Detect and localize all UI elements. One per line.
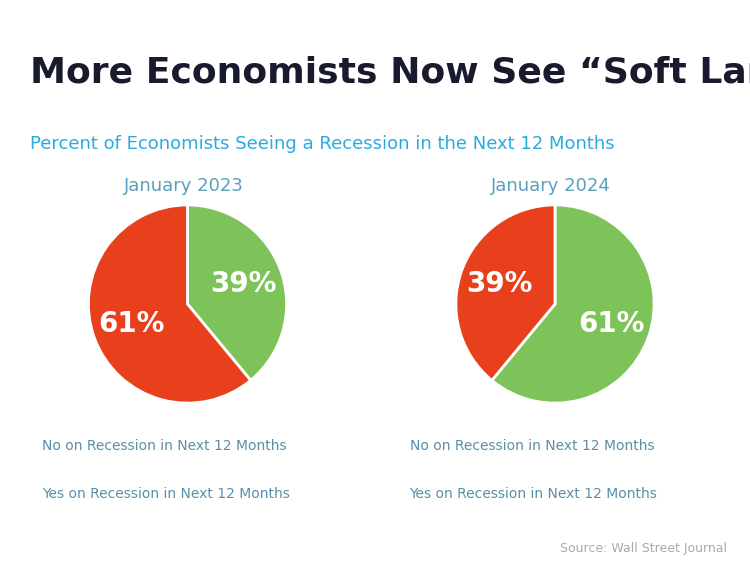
Text: 61%: 61%	[98, 310, 165, 338]
Wedge shape	[88, 205, 251, 403]
Wedge shape	[492, 205, 654, 403]
Text: January 2024: January 2024	[491, 177, 611, 195]
Wedge shape	[188, 205, 286, 381]
Text: 39%: 39%	[466, 270, 532, 298]
Text: Yes on Recession in Next 12 Months: Yes on Recession in Next 12 Months	[42, 487, 290, 501]
Text: Source: Wall Street Journal: Source: Wall Street Journal	[560, 542, 728, 556]
Text: 61%: 61%	[578, 310, 644, 338]
Text: Percent of Economists Seeing a Recession in the Next 12 Months: Percent of Economists Seeing a Recession…	[30, 135, 615, 153]
Text: January 2023: January 2023	[124, 177, 244, 195]
Text: No on Recession in Next 12 Months: No on Recession in Next 12 Months	[42, 439, 286, 453]
Text: No on Recession in Next 12 Months: No on Recession in Next 12 Months	[410, 439, 654, 453]
Text: More Economists Now See “Soft Landing”: More Economists Now See “Soft Landing”	[30, 56, 750, 90]
Wedge shape	[456, 205, 555, 381]
Text: 39%: 39%	[210, 270, 277, 298]
Text: Yes on Recession in Next 12 Months: Yes on Recession in Next 12 Months	[410, 487, 657, 501]
